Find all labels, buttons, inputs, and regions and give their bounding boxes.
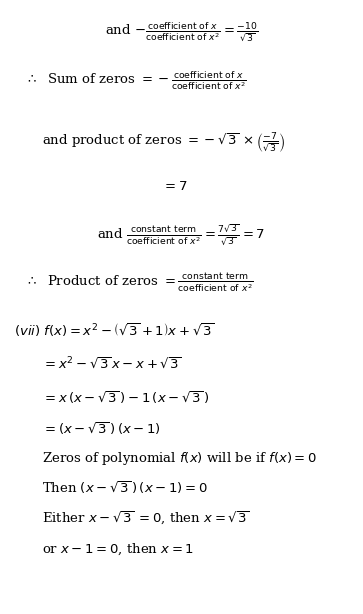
- Text: and $-\frac{\mathrm{coefficient\ of\ }x}{\mathrm{coefficient\ of\ }x^2} = \frac{: and $-\frac{\mathrm{coefficient\ of\ }x}…: [105, 20, 258, 43]
- Text: Then $(x - \sqrt{3}\,)\,(x - 1) = 0$: Then $(x - \sqrt{3}\,)\,(x - 1) = 0$: [42, 479, 208, 496]
- Text: $= x^2 - \sqrt{3}\,x - x + \sqrt{3}$: $= x^2 - \sqrt{3}\,x - x + \sqrt{3}$: [42, 357, 182, 372]
- Text: Zeros of polynomial $f(x)$ will be if $f(x) = 0$: Zeros of polynomial $f(x)$ will be if $f…: [42, 450, 317, 467]
- Text: Either $x - \sqrt{3}\; = 0$, then $x = \sqrt{3}$: Either $x - \sqrt{3}\; = 0$, then $x = \…: [42, 510, 250, 527]
- Text: $= 7$: $= 7$: [162, 180, 187, 193]
- Text: $(vii)$ $f(x) = x^2 - \left(\sqrt{3}+1\right)x + \sqrt{3}$: $(vii)$ $f(x) = x^2 - \left(\sqrt{3}+1\r…: [14, 321, 215, 338]
- Text: $= x\,(x - \sqrt{3}\,) - 1\,(x - \sqrt{3}\,)$: $= x\,(x - \sqrt{3}\,) - 1\,(x - \sqrt{3…: [42, 389, 209, 406]
- Text: $\therefore$  Sum of zeros $= -\frac{\mathrm{coefficient\ of\ }x}{\mathrm{coeffi: $\therefore$ Sum of zeros $= -\frac{\mat…: [25, 69, 246, 92]
- Text: or $x - 1 = 0$, then $x = 1$: or $x - 1 = 0$, then $x = 1$: [42, 541, 194, 557]
- Text: and $\frac{\mathrm{constant\ term}}{\mathrm{coefficient\ of\ }x^2} = \frac{7\sqr: and $\frac{\mathrm{constant\ term}}{\mat…: [98, 222, 265, 247]
- Text: $\therefore$  Product of zeros $= \frac{\mathrm{constant\ term}}{\mathrm{coeffic: $\therefore$ Product of zeros $= \frac{\…: [25, 271, 253, 294]
- Text: $= (x - \sqrt{3}\,)\,(x - 1)$: $= (x - \sqrt{3}\,)\,(x - 1)$: [42, 420, 161, 437]
- Text: and product of zeros $= -\sqrt{3}\, \times \left(\frac{-7}{\sqrt{3}}\right)$: and product of zeros $= -\sqrt{3}\, \tim…: [42, 131, 285, 155]
